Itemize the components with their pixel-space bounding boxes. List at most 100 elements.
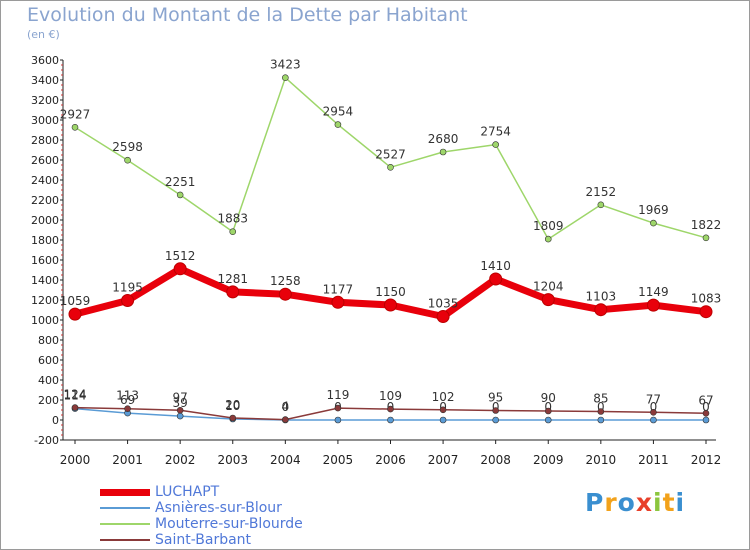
data-point <box>544 235 552 243</box>
data-point <box>173 262 187 276</box>
data-label: 119 <box>326 388 349 402</box>
x-tick-label: 2012 <box>691 453 722 467</box>
legend-item: Asnières-sur-Blour <box>100 500 282 516</box>
data-point <box>68 307 82 321</box>
data-point <box>436 310 450 323</box>
x-tick-label: 2001 <box>112 453 143 467</box>
x-tick-label: 2009 <box>533 453 564 467</box>
x-tick-label: 2007 <box>428 453 459 467</box>
data-label: 2954 <box>323 105 354 119</box>
y-tick-label: 3600 <box>31 54 59 67</box>
data-label: 1822 <box>691 218 722 232</box>
data-label: 20 <box>225 398 240 412</box>
data-label: 1059 <box>60 294 91 308</box>
data-label: 1281 <box>217 272 248 286</box>
logo-letter: i <box>675 488 686 517</box>
data-point <box>492 416 499 424</box>
data-label: 2251 <box>165 175 196 189</box>
y-tick-label: -200 <box>34 434 59 447</box>
data-label: 77 <box>646 392 661 406</box>
logo-letter: t <box>662 488 676 517</box>
data-label: 1969 <box>638 203 669 217</box>
x-tick-label: 2000 <box>60 453 91 467</box>
data-label: 97 <box>173 390 188 404</box>
x-tick-label: 2011 <box>638 453 669 467</box>
chart-subtitle: (en €) <box>27 28 60 41</box>
data-point <box>544 416 552 424</box>
data-point <box>124 405 131 413</box>
data-point <box>124 156 131 164</box>
y-tick-label: 800 <box>38 334 59 347</box>
data-label: 85 <box>593 392 608 406</box>
x-tick-label: 2004 <box>270 453 301 467</box>
y-tick-label: 2000 <box>31 214 59 227</box>
data-label: 2754 <box>480 125 511 139</box>
data-label: 2152 <box>586 185 617 199</box>
y-tick-label: 1800 <box>31 234 59 247</box>
data-label: 1410 <box>480 259 511 273</box>
data-label: 114 <box>64 389 87 403</box>
data-label: 90 <box>541 391 556 405</box>
data-label: 1103 <box>586 290 617 304</box>
data-point <box>439 406 447 414</box>
data-point <box>387 416 394 424</box>
data-label: 1258 <box>270 274 301 288</box>
y-tick-label: 400 <box>38 374 59 387</box>
data-label: 0 <box>492 400 500 414</box>
data-label: 0 <box>650 400 658 414</box>
data-label: 1883 <box>217 212 248 226</box>
x-tick-label: 2005 <box>323 453 354 467</box>
y-tick-label: 2400 <box>31 174 59 187</box>
y-tick-label: 2200 <box>31 194 59 207</box>
logo-letter: i <box>653 488 663 517</box>
data-label: 1083 <box>691 292 722 306</box>
legend-label: Mouterre-sur-Blourde <box>155 516 303 532</box>
data-point <box>597 201 605 209</box>
data-point <box>334 416 342 424</box>
data-label: 1809 <box>533 219 564 233</box>
data-label: 1035 <box>428 297 459 311</box>
proxiti-logo: Proxiti <box>585 488 685 517</box>
data-label: 2527 <box>375 147 406 161</box>
data-point <box>282 74 289 81</box>
data-point <box>71 124 79 131</box>
data-label: 2927 <box>60 107 91 121</box>
data-label: 67 <box>698 393 713 407</box>
data-point <box>387 405 394 413</box>
data-label: 0 <box>702 400 710 414</box>
y-tick-label: 3400 <box>31 74 59 87</box>
logo-letter: x <box>635 488 653 517</box>
data-point <box>650 219 657 227</box>
data-label: 69 <box>120 393 135 407</box>
data-point <box>594 303 608 317</box>
legend-item: LUCHAPT <box>100 484 219 500</box>
data-point <box>492 141 499 148</box>
data-label: 2598 <box>112 140 143 154</box>
data-label: 1150 <box>375 285 406 299</box>
x-tick-label: 2003 <box>217 453 248 467</box>
x-tick-label: 2002 <box>165 453 196 467</box>
legend-swatch <box>100 488 150 496</box>
data-point <box>226 285 240 299</box>
legend-swatch <box>100 507 150 509</box>
data-point <box>176 406 184 414</box>
data-point <box>702 416 710 424</box>
data-point <box>176 191 184 199</box>
y-tick-label: 3000 <box>31 114 59 127</box>
data-label: 1204 <box>533 280 564 294</box>
data-label: 109 <box>379 389 402 403</box>
y-tick-label: 600 <box>38 354 59 367</box>
data-label: 102 <box>432 390 455 404</box>
legend-label: Saint-Barbant <box>155 532 252 548</box>
data-point <box>702 409 710 417</box>
data-label: 1149 <box>638 285 669 299</box>
legend-item: Saint-Barbant <box>100 532 251 548</box>
data-point <box>492 407 499 414</box>
data-label: 1195 <box>112 281 143 295</box>
data-point <box>646 298 660 312</box>
data-point <box>489 272 503 286</box>
data-point <box>541 293 555 307</box>
y-tick-label: 2600 <box>31 154 59 167</box>
